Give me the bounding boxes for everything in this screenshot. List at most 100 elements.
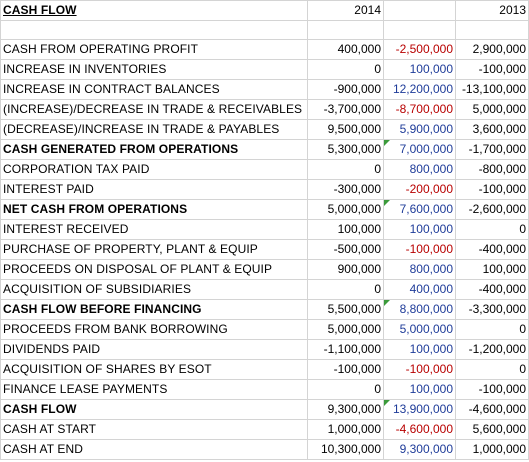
- value-2014-cell[interactable]: -900,000: [307, 79, 384, 100]
- change-cell[interactable]: -200,000: [383, 179, 456, 200]
- value-2013-cell[interactable]: -400,000: [455, 239, 529, 260]
- value-2014-cell[interactable]: 0: [307, 379, 384, 400]
- row-label-cell[interactable]: INCREASE IN INVENTORIES: [0, 59, 308, 80]
- change-cell[interactable]: 13,900,000: [383, 399, 456, 420]
- row-label-cell[interactable]: PURCHASE OF PROPERTY, PLANT & EQUIP: [0, 239, 308, 260]
- table-row: ACQUISITION OF SUBSIDIARIES 0 400,000 -400,…: [0, 279, 529, 300]
- value-2013-cell[interactable]: 2,900,000: [455, 39, 529, 60]
- column-header-2013[interactable]: 2013: [455, 0, 529, 21]
- value-2013-cell[interactable]: -3,300,000: [455, 299, 529, 320]
- row-label-cell[interactable]: NET CASH FROM OPERATIONS: [0, 199, 308, 220]
- change-cell[interactable]: 800,000: [383, 159, 456, 180]
- value-2014-cell[interactable]: 10,300,000: [307, 439, 384, 460]
- value-2014-cell[interactable]: 5,000,000: [307, 199, 384, 220]
- change-cell[interactable]: 5,000,000: [383, 319, 456, 340]
- table-row: ACQUISITION OF SHARES BY ESOT -100,000 -10…: [0, 359, 529, 380]
- row-label-cell[interactable]: PROCEEDS FROM BANK BORROWING: [0, 319, 308, 340]
- row-label-cell[interactable]: ACQUISITION OF SHARES BY ESOT: [0, 359, 308, 380]
- column-header-2014[interactable]: 2014: [307, 0, 384, 21]
- value-2013-cell[interactable]: 5,000,000: [455, 99, 529, 120]
- row-label-cell[interactable]: (INCREASE)/DECREASE IN TRADE & RECEIVABL…: [0, 99, 308, 120]
- value-2014-cell[interactable]: 900,000: [307, 259, 384, 280]
- value-2014-cell[interactable]: 5,500,000: [307, 299, 384, 320]
- value-2013-cell[interactable]: -100,000: [455, 59, 529, 80]
- change-cell[interactable]: 9,300,000: [383, 439, 456, 460]
- row-label-cell[interactable]: INTEREST RECEIVED: [0, 219, 308, 240]
- value-2013-cell[interactable]: -1,700,000: [455, 139, 529, 160]
- blank-cell[interactable]: [383, 20, 456, 40]
- value-2014-cell[interactable]: -300,000: [307, 179, 384, 200]
- row-label-cell[interactable]: CORPORATION TAX PAID: [0, 159, 308, 180]
- value-2013-cell[interactable]: -100,000: [455, 379, 529, 400]
- value-2014-cell[interactable]: 5,300,000: [307, 139, 384, 160]
- value-2014-cell[interactable]: -3,700,000: [307, 99, 384, 120]
- value-2013-cell[interactable]: -1,200,000: [455, 339, 529, 360]
- value-2014-cell[interactable]: 9,300,000: [307, 399, 384, 420]
- row-label-cell[interactable]: CASH GENERATED FROM OPERATIONS: [0, 139, 308, 160]
- value-2013-cell[interactable]: 1,000,000: [455, 439, 529, 460]
- row-label-cell[interactable]: (DECREASE)/INCREASE IN TRADE & PAYABLES: [0, 119, 308, 140]
- column-header-delta[interactable]: [383, 0, 456, 21]
- row-label-cell[interactable]: FINANCE LEASE PAYMENTS: [0, 379, 308, 400]
- table-row: CASH FLOW BEFORE FINANCING 5,500,000 8,800…: [0, 299, 529, 320]
- change-cell[interactable]: -8,700,000: [383, 99, 456, 120]
- value-2013-cell[interactable]: -2,600,000: [455, 199, 529, 220]
- row-label-cell[interactable]: PROCEEDS ON DISPOSAL OF PLANT & EQUIP: [0, 259, 308, 280]
- value-2013-cell[interactable]: -400,000: [455, 279, 529, 300]
- row-label-cell[interactable]: CASH FLOW: [0, 399, 308, 420]
- value-2014-cell[interactable]: 5,000,000: [307, 319, 384, 340]
- value-2013-cell[interactable]: -4,600,000: [455, 399, 529, 420]
- value-2013-cell[interactable]: 0: [455, 359, 529, 380]
- row-label-cell[interactable]: CASH FLOW BEFORE FINANCING: [0, 299, 308, 320]
- value-2013-cell[interactable]: 100,000: [455, 259, 529, 280]
- sheet-title[interactable]: CASH FLOW: [0, 0, 308, 21]
- value-2014-cell[interactable]: -100,000: [307, 359, 384, 380]
- value-2014-cell[interactable]: 1,000,000: [307, 419, 384, 440]
- change-cell[interactable]: 100,000: [383, 339, 456, 360]
- value-2013-cell[interactable]: -100,000: [455, 179, 529, 200]
- value-2013-cell[interactable]: 0: [455, 319, 529, 340]
- value-2013-cell[interactable]: 3,600,000: [455, 119, 529, 140]
- row-label-cell[interactable]: ACQUISITION OF SUBSIDIARIES: [0, 279, 308, 300]
- change-cell[interactable]: 8,800,000: [383, 299, 456, 320]
- change-cell[interactable]: 100,000: [383, 59, 456, 80]
- table-row: INTEREST PAID -300,000 -200,000 -100,000: [0, 179, 529, 200]
- value-2014-cell[interactable]: 400,000: [307, 39, 384, 60]
- value-2014-cell[interactable]: -1,100,000: [307, 339, 384, 360]
- change-cell[interactable]: 800,000: [383, 259, 456, 280]
- table-row: CORPORATION TAX PAID 0 800,000 -800,000: [0, 159, 529, 180]
- value-2013-cell[interactable]: -800,000: [455, 159, 529, 180]
- blank-cell[interactable]: [0, 20, 308, 40]
- value-2014-cell[interactable]: -500,000: [307, 239, 384, 260]
- row-label-cell[interactable]: CASH AT START: [0, 419, 308, 440]
- blank-cell[interactable]: [455, 20, 529, 40]
- value-2013-cell[interactable]: 5,600,000: [455, 419, 529, 440]
- row-label-cell[interactable]: CASH FROM OPERATING PROFIT: [0, 39, 308, 60]
- change-cell[interactable]: 100,000: [383, 219, 456, 240]
- value-2014-cell[interactable]: 9,500,000: [307, 119, 384, 140]
- change-cell[interactable]: -4,600,000: [383, 419, 456, 440]
- change-cell[interactable]: -100,000: [383, 359, 456, 380]
- change-cell[interactable]: 7,000,000: [383, 139, 456, 160]
- change-cell[interactable]: 5,900,000: [383, 119, 456, 140]
- row-label-cell[interactable]: CASH AT END: [0, 439, 308, 460]
- row-label-cell[interactable]: DIVIDENDS PAID: [0, 339, 308, 360]
- value-2013-cell[interactable]: 0: [455, 219, 529, 240]
- value-2014-cell[interactable]: 0: [307, 159, 384, 180]
- row-label-cell[interactable]: INTEREST PAID: [0, 179, 308, 200]
- row-label-cell[interactable]: INCREASE IN CONTRACT BALANCES: [0, 79, 308, 100]
- change-cell[interactable]: 400,000: [383, 279, 456, 300]
- change-cell[interactable]: 100,000: [383, 379, 456, 400]
- table-row: INCREASE IN INVENTORIES 0 100,000 -100,000: [0, 59, 529, 80]
- change-cell[interactable]: -2,500,000: [383, 39, 456, 60]
- change-cell[interactable]: 7,600,000: [383, 199, 456, 220]
- value-2013-cell[interactable]: -13,100,000: [455, 79, 529, 100]
- blank-cell[interactable]: [307, 20, 384, 40]
- change-cell[interactable]: -100,000: [383, 239, 456, 260]
- table-row: CASH FROM OPERATING PROFIT 400,000 -2,500,…: [0, 39, 529, 60]
- value-2014-cell[interactable]: 0: [307, 279, 384, 300]
- change-cell[interactable]: 12,200,000: [383, 79, 456, 100]
- value-2014-cell[interactable]: 0: [307, 59, 384, 80]
- value-2014-cell[interactable]: 100,000: [307, 219, 384, 240]
